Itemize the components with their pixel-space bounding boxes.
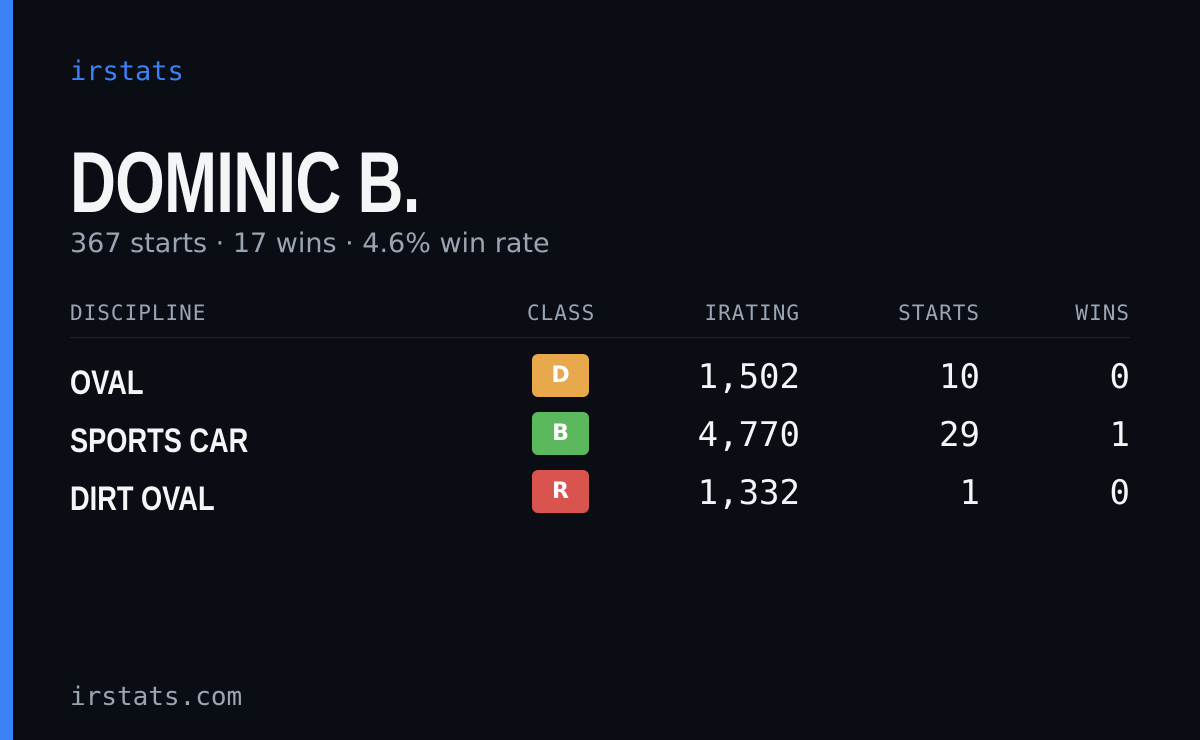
starts: 1 <box>959 473 980 513</box>
column-header: IRATING <box>704 301 800 325</box>
wins: 0 <box>1109 473 1130 513</box>
footer-url: irstats.com <box>70 682 243 712</box>
column-header: STARTS <box>898 301 980 325</box>
irating: 1,332 <box>697 473 800 513</box>
player-summary: 367 starts · 17 wins · 4.6% win rate <box>70 228 550 259</box>
header-rule <box>70 337 1130 338</box>
brand: irstats <box>70 56 184 87</box>
wins: 0 <box>1109 357 1130 397</box>
column-header: DISCIPLINE <box>70 301 207 325</box>
class-badge: R <box>532 470 589 513</box>
discipline: SPORTS CAR <box>70 422 249 460</box>
starts: 10 <box>939 357 980 397</box>
discipline: OVAL <box>70 364 144 402</box>
column-header: WINS <box>1075 301 1130 325</box>
discipline: DIRT OVAL <box>70 480 215 518</box>
class-badge: D <box>532 354 589 397</box>
player-name: DOMINIC B. <box>70 135 420 231</box>
column-header: CLASS <box>527 301 596 325</box>
starts: 29 <box>939 415 980 455</box>
irating: 1,502 <box>697 357 800 397</box>
wins: 1 <box>1109 415 1130 455</box>
irating: 4,770 <box>697 415 800 455</box>
accent-bar <box>0 0 13 740</box>
class-badge: B <box>532 412 589 455</box>
